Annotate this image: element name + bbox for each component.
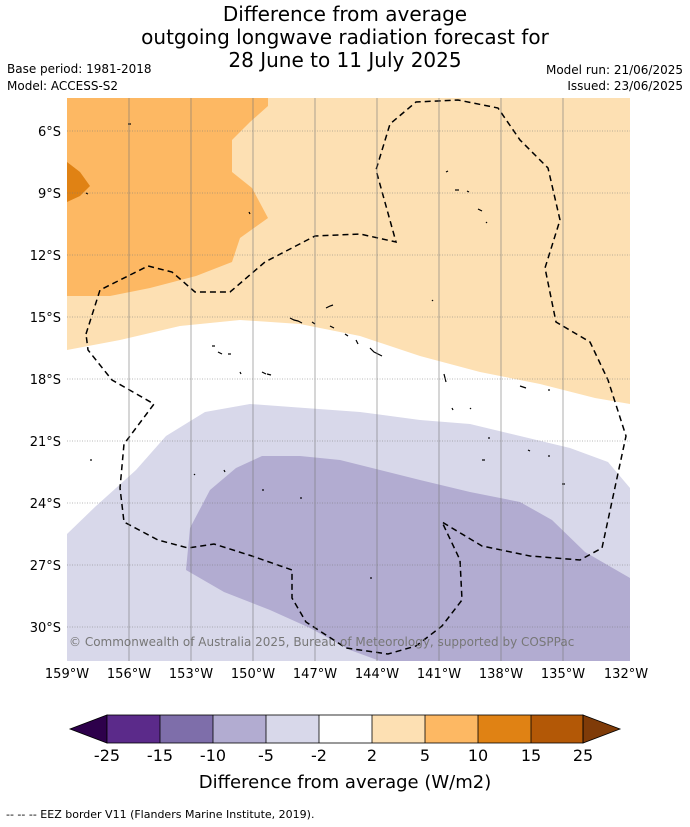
- lat-label: 30°S: [30, 621, 61, 636]
- lon-label: 141°W: [417, 667, 461, 682]
- colorbar-tick-label: -10: [200, 746, 226, 765]
- issued-label: Issued: 23/06/2025: [567, 79, 683, 93]
- lat-label: 21°S: [30, 435, 61, 450]
- colorbar-tick-label: 5: [420, 746, 430, 765]
- title-line-2: outgoing longwave radiation forecast for: [141, 25, 549, 49]
- colorbar-tick-label: -5: [258, 746, 274, 765]
- colorbar-under-arrow: [68, 714, 108, 744]
- anomaly-map: [67, 98, 630, 661]
- colorbar-tick-label: 15: [521, 746, 541, 765]
- islands: [85, 123, 565, 579]
- model-run-label: Model run: 21/06/2025: [545, 63, 683, 77]
- colorbar-tick-label: -25: [94, 746, 120, 765]
- colorbar-title: Difference from average (W/m2): [199, 772, 491, 793]
- copyright-notice: © Commonwealth of Australia 2025, Bureau…: [69, 635, 574, 649]
- eez-border-legend: -- -- -- EEZ border V11 (Flanders Marine…: [6, 808, 315, 821]
- colorbar-tick-label: 10: [468, 746, 488, 765]
- colorbar-segment: [319, 715, 372, 743]
- lat-label: 15°S: [30, 311, 61, 326]
- lon-label: 138°W: [479, 667, 523, 682]
- lon-label: 153°W: [169, 667, 213, 682]
- lon-label: 156°W: [107, 667, 151, 682]
- lat-label: 24°S: [30, 497, 61, 512]
- colorbar-segment: [531, 715, 583, 743]
- lat-label: 12°S: [30, 249, 61, 264]
- colorbar-segment: [107, 715, 160, 743]
- lon-label: 159°W: [45, 667, 89, 682]
- anomaly-region-dark-orange: [67, 162, 90, 202]
- colorbar-segment: [372, 715, 425, 743]
- longitude-labels: 159°W 156°W 153°W 150°W 147°W 144°W 141°…: [45, 667, 648, 682]
- lon-label: 147°W: [293, 667, 337, 682]
- colorbar-tick-label: 2: [367, 746, 377, 765]
- lon-label: 132°W: [604, 667, 648, 682]
- lon-label: 144°W: [355, 667, 399, 682]
- colorbar-tick-label: -15: [147, 746, 173, 765]
- base-period-label: Base period: 1981-2018: [7, 62, 152, 76]
- eez-border: [85, 99, 627, 655]
- lat-label: 9°S: [38, 187, 61, 202]
- latitude-labels: 6°S 9°S 12°S 15°S 18°S 21°S 24°S 27°S 30…: [30, 125, 61, 636]
- lat-label: 18°S: [30, 373, 61, 388]
- colorbar-segment: [160, 715, 213, 743]
- lon-label: 150°W: [231, 667, 275, 682]
- colorbar: -25 -15 -10 -5 -2 2 5 10 15 25 Differenc…: [68, 714, 622, 793]
- lat-label: 27°S: [30, 559, 61, 574]
- lat-label: 6°S: [38, 125, 61, 140]
- colorbar-segment: [213, 715, 266, 743]
- colorbar-segment: [266, 715, 319, 743]
- colorbar-tick-label: -2: [311, 746, 327, 765]
- title-line-1: Difference from average: [222, 2, 468, 26]
- title-line-3: 28 June to 11 July 2025: [228, 48, 462, 72]
- colorbar-tick-label: 25: [573, 746, 593, 765]
- anomaly-region-purple: [186, 456, 630, 661]
- model-label: Model: ACCESS-S2: [7, 79, 119, 93]
- colorbar-segment: [478, 715, 531, 743]
- graticule: [67, 98, 630, 661]
- colorbar-segment: [425, 715, 478, 743]
- lon-label: 135°W: [541, 667, 585, 682]
- anomaly-region-orange: [67, 98, 268, 296]
- colorbar-over-arrow: [582, 714, 622, 744]
